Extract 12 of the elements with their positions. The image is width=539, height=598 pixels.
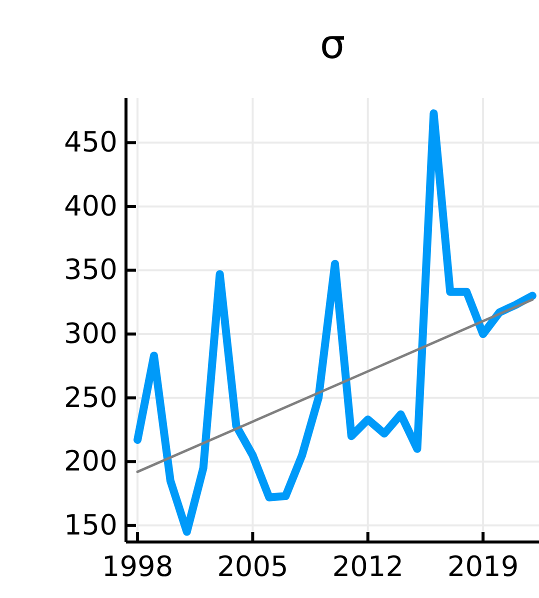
- y-tick-label: 150: [64, 508, 118, 542]
- y-tick-label: 400: [64, 189, 118, 222]
- y-tick-label: 450: [64, 126, 118, 159]
- chart-title: σ: [320, 22, 346, 68]
- y-tick-label: 250: [64, 380, 118, 414]
- x-tick-label: 2019: [447, 550, 519, 583]
- x-tick-label: 2005: [217, 550, 288, 583]
- y-tick-label: 200: [64, 444, 118, 478]
- y-tick-label: 350: [64, 253, 118, 286]
- x-tick-label: 1998: [102, 550, 174, 583]
- x-tick-label: 2012: [332, 550, 404, 583]
- y-tick-label: 300: [64, 316, 118, 350]
